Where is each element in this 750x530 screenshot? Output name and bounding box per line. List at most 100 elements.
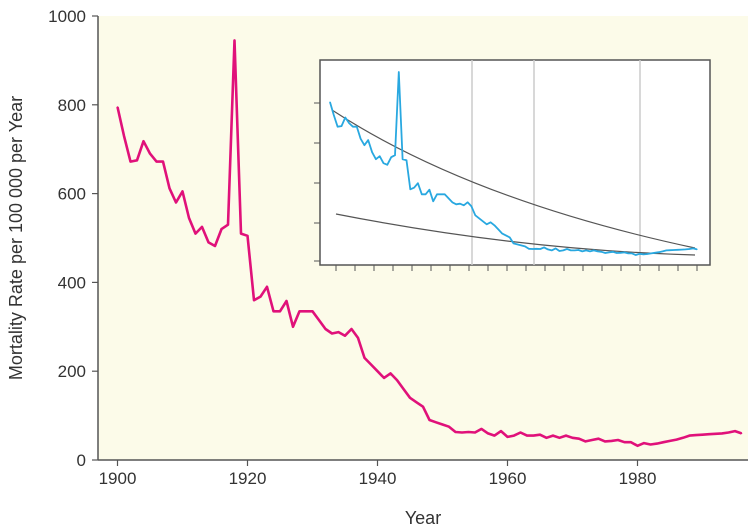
- inset-data-point: [352, 126, 354, 128]
- inset-data-point: [394, 154, 396, 156]
- inset-data-point: [650, 252, 652, 254]
- data-point: [389, 372, 392, 375]
- data-point: [480, 428, 483, 430]
- data-point: [571, 437, 574, 439]
- data-point: [591, 439, 593, 441]
- data-point: [422, 405, 424, 408]
- data-point: [376, 370, 379, 373]
- data-point: [279, 310, 281, 313]
- data-point: [448, 425, 450, 428]
- inset-data-point: [574, 249, 576, 251]
- y-axis-ticks: 0 200 400 600 800 1000: [48, 7, 98, 470]
- inset-data-point: [509, 236, 511, 238]
- data-point: [727, 431, 730, 434]
- data-point: [721, 432, 723, 435]
- data-point: [428, 419, 431, 421]
- data-point: [493, 434, 496, 437]
- inset-data-point: [688, 248, 690, 250]
- inset-data-point: [516, 243, 518, 245]
- data-point: [168, 187, 171, 190]
- inset-data-point: [398, 71, 400, 73]
- inset-data-point: [570, 249, 572, 251]
- data-point: [669, 440, 671, 442]
- data-point: [701, 433, 704, 436]
- data-point: [240, 232, 242, 235]
- inset-data-point: [405, 159, 408, 161]
- data-point: [162, 160, 164, 163]
- inset-data-point: [551, 249, 553, 251]
- inset-data-point: [489, 221, 492, 223]
- inset-data-point: [661, 250, 664, 252]
- data-point: [181, 190, 184, 193]
- x-tick-label: 1900: [99, 469, 137, 488]
- data-point: [474, 431, 476, 434]
- y-tick-label: 0: [77, 451, 86, 470]
- inset-axis-ticks: [314, 102, 698, 271]
- data-point: [305, 310, 307, 313]
- data-point: [630, 441, 632, 444]
- data-point: [123, 135, 125, 137]
- data-point: [142, 140, 145, 143]
- inset-data-point: [382, 162, 385, 164]
- data-point: [506, 436, 509, 438]
- inset-data-point: [333, 114, 335, 116]
- inset-data-point: [658, 251, 660, 253]
- data-point: [610, 440, 613, 442]
- inset-data-point: [505, 234, 507, 236]
- data-point: [675, 438, 678, 441]
- data-point: [740, 432, 743, 435]
- data-point: [487, 432, 489, 435]
- inset-data-point: [379, 155, 381, 157]
- inset-data-point: [428, 189, 430, 191]
- x-tick-label: 1960: [489, 469, 527, 488]
- inset-data-point: [528, 248, 530, 250]
- data-point: [331, 332, 333, 335]
- data-point: [695, 434, 697, 436]
- data-point: [565, 434, 567, 437]
- data-point: [175, 201, 177, 204]
- y-tick-label: 400: [58, 273, 86, 292]
- inset-data-point: [512, 242, 515, 244]
- inset-data-point: [627, 252, 629, 254]
- y-tick-label: 800: [58, 96, 86, 115]
- inset-data-point: [486, 223, 488, 225]
- inset-data-point: [451, 201, 453, 203]
- inset-data-point: [642, 253, 645, 255]
- data-point: [188, 217, 190, 219]
- x-tick-label: 1980: [619, 469, 657, 488]
- inset-data-point: [520, 244, 522, 246]
- data-point: [259, 295, 262, 298]
- data-point: [519, 431, 522, 434]
- data-point: [597, 437, 600, 440]
- data-point: [285, 300, 288, 302]
- inset-data-point: [436, 193, 438, 195]
- data-point: [253, 299, 255, 301]
- inset-data-point: [635, 254, 637, 256]
- data-point: [409, 397, 411, 399]
- data-point: [350, 328, 353, 330]
- data-point: [682, 437, 684, 439]
- inset-data-point: [417, 182, 419, 184]
- data-point: [363, 357, 366, 359]
- inset-data-point: [593, 249, 595, 251]
- inset-data-point: [646, 253, 648, 255]
- inset-series: [329, 71, 698, 256]
- inset-data-point: [639, 253, 641, 255]
- data-point: [116, 106, 119, 108]
- data-point: [441, 423, 444, 426]
- inset-data-point: [554, 247, 557, 249]
- inset-data-point: [558, 250, 560, 252]
- inset-data-point: [532, 248, 534, 250]
- inset-data-point: [470, 205, 473, 207]
- inset-fit-curve-upper: [331, 109, 696, 249]
- inset-data-point: [608, 251, 610, 253]
- inset-data-point: [390, 156, 392, 158]
- inset-data-point: [616, 252, 618, 254]
- inset-data-point: [566, 248, 568, 250]
- data-point: [214, 245, 216, 247]
- y-axis-title: Mortality Rate per 100 000 per Year: [6, 96, 26, 380]
- x-axis-title: Year: [405, 508, 441, 528]
- inset-data-point: [344, 116, 346, 119]
- y-tick-label: 1000: [48, 7, 86, 26]
